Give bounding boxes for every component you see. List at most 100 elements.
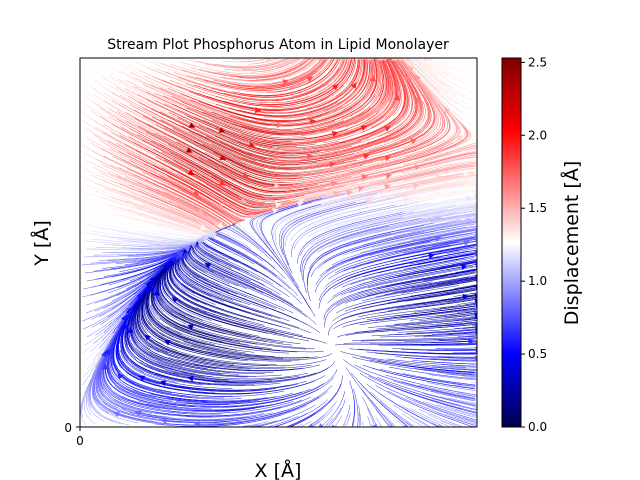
streamline [463, 166, 477, 169]
streamline [315, 58, 368, 117]
streamline [441, 58, 467, 73]
streamline [404, 167, 477, 182]
stream-arrowhead [474, 215, 477, 222]
streamline [453, 384, 477, 389]
streamline [268, 58, 296, 69]
stream-arrowhead [162, 263, 170, 270]
streamline [319, 59, 377, 125]
streamline [457, 301, 477, 305]
streamline [332, 292, 455, 322]
streamline [197, 133, 318, 165]
stream-arrowhead [475, 236, 477, 242]
streamline [256, 156, 382, 173]
stream-arrowhead [366, 198, 373, 205]
streamline [457, 309, 477, 313]
streamline [462, 285, 477, 289]
streamline [393, 412, 413, 427]
streamline [393, 58, 416, 120]
streamline [384, 278, 477, 296]
streamline [437, 228, 477, 237]
streamline [262, 187, 377, 230]
stream-arrowhead [474, 259, 477, 266]
streamline [466, 214, 476, 217]
streamline [138, 69, 258, 111]
streamline [147, 155, 259, 211]
streamline [449, 151, 476, 158]
streamline [402, 318, 477, 326]
streamline [340, 351, 467, 369]
streamline [108, 324, 173, 402]
streamline [259, 95, 375, 131]
streamline [383, 58, 393, 84]
streamline [152, 76, 274, 113]
streamline [176, 141, 293, 186]
stream-arrowhead [474, 169, 477, 176]
stream-arrowhead [456, 134, 463, 142]
streamline [410, 408, 451, 427]
streamline [197, 234, 290, 298]
streamline [397, 58, 430, 129]
chart-title: Stream Plot Phosphorus Atom in Lipid Mon… [107, 37, 449, 53]
streamline [455, 165, 476, 169]
streamline [146, 288, 238, 351]
streamline [213, 58, 284, 67]
streamline [178, 165, 295, 206]
streamline [442, 58, 447, 62]
streamline [129, 160, 241, 219]
streamline [418, 287, 477, 298]
stream-arrowhead [185, 147, 193, 153]
stream-arrowhead [444, 107, 451, 114]
streamline [207, 264, 317, 325]
streamline [445, 232, 476, 238]
streamline [375, 409, 389, 427]
streamline [283, 158, 408, 183]
streamline [391, 58, 411, 125]
streamline [446, 160, 477, 166]
streamline [360, 67, 421, 149]
streamline [371, 226, 476, 248]
stream-arrowhead [315, 58, 321, 62]
streamline [406, 328, 476, 334]
stream-arrowhead [165, 260, 173, 267]
stream-arrowhead [475, 329, 477, 335]
streamline [147, 67, 269, 102]
streamline [196, 58, 287, 68]
streamline [112, 68, 227, 121]
streamline [422, 400, 476, 418]
stream-arrowhead [357, 185, 365, 192]
stream-arrowhead [203, 234, 211, 241]
streamline [319, 237, 439, 277]
streamline [465, 222, 477, 225]
streamline [445, 373, 477, 378]
streamline [211, 111, 336, 130]
streamline [146, 99, 262, 150]
streamline [404, 208, 477, 222]
streamline [301, 421, 312, 427]
stream-arrowhead [273, 155, 280, 162]
streamline [323, 140, 445, 176]
streamline [401, 381, 477, 399]
streamline [180, 380, 307, 391]
streamline [431, 331, 477, 335]
streamline [229, 188, 352, 208]
streamline [429, 245, 477, 255]
streamline [112, 188, 217, 236]
streamline [129, 72, 247, 119]
streamline [346, 412, 351, 426]
streamline [409, 251, 477, 265]
streamline [200, 383, 324, 407]
streamline [142, 115, 256, 172]
stream-arrowhead [466, 217, 473, 224]
streamline [422, 392, 477, 407]
streamline [376, 417, 382, 427]
streamline [462, 408, 476, 413]
streamline [233, 58, 290, 69]
streamline [405, 290, 476, 302]
streamline [453, 317, 477, 321]
streamline [183, 341, 309, 358]
streamline [95, 126, 206, 186]
streamline [399, 59, 436, 137]
streamline [435, 58, 459, 73]
streamline [239, 149, 364, 162]
streamline [150, 140, 263, 197]
